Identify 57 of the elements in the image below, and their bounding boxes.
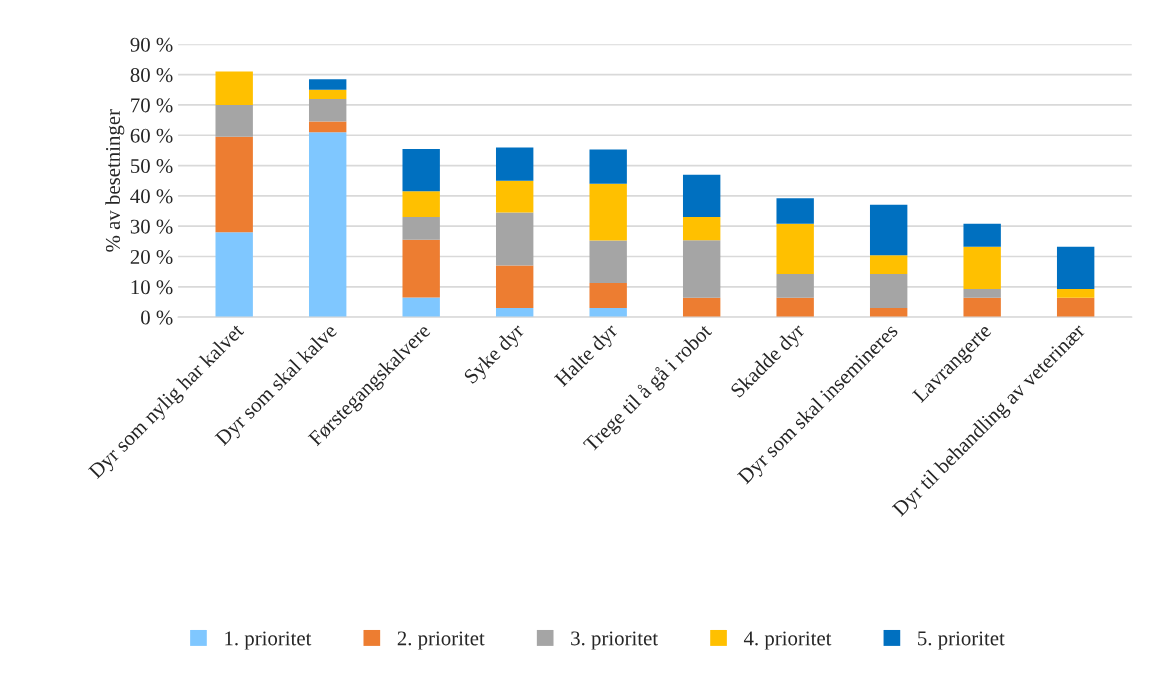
bar [308, 89, 347, 99]
y-tick-label: 20 % [130, 249, 173, 265]
y-tick-label: 80 % [130, 68, 173, 83]
y-tick-label: 60 % [130, 128, 173, 143]
bar [869, 204, 908, 256]
y-tick-label: 50 % [131, 158, 173, 174]
bar [402, 217, 440, 240]
bar [776, 274, 814, 298]
bar [308, 79, 347, 90]
bar [776, 223, 814, 275]
bar [963, 223, 1001, 247]
bar [682, 240, 721, 298]
bar [963, 246, 1001, 289]
bar [308, 98, 347, 122]
y-tick-label: 30 % [130, 219, 173, 234]
bar [963, 297, 1001, 318]
bar [495, 265, 534, 309]
legend-label: 2. prioritet [397, 631, 485, 650]
bar [215, 232, 253, 318]
bar [495, 212, 534, 266]
y-tick-label: 70 % [131, 98, 173, 113]
x-tick-label: Syke dyr [462, 322, 528, 388]
legend-label: 1. prioritet [225, 631, 312, 650]
y-tick-label: 0 % [141, 310, 173, 325]
bar [682, 174, 721, 218]
bar [1056, 288, 1095, 298]
bar [215, 71, 253, 105]
bar [682, 297, 721, 318]
bar [308, 132, 347, 318]
bar [776, 198, 814, 224]
bar [589, 240, 627, 283]
y-axis-title: % av besetninger [105, 109, 125, 252]
bar [402, 297, 440, 318]
bar [215, 104, 253, 137]
bar [308, 121, 347, 133]
bar [869, 274, 908, 309]
bar [495, 147, 534, 181]
legend-label: 3. prioritet [571, 631, 658, 650]
bar [402, 148, 440, 192]
bar [869, 255, 908, 275]
y-tick-label: 90 % [130, 37, 173, 52]
bar [402, 239, 440, 298]
bar [495, 180, 534, 213]
y-tick-label: 40 % [130, 189, 173, 204]
legend-label: 4. prioritet [743, 631, 832, 650]
bar [589, 149, 627, 184]
bar [1056, 246, 1095, 289]
legend-label: 5. prioritet [918, 631, 1005, 650]
bar [682, 217, 721, 241]
bar [1056, 297, 1095, 318]
bar [215, 136, 253, 233]
y-tick-label: 10 % [131, 280, 173, 295]
bar [776, 297, 814, 318]
bar [963, 288, 1001, 298]
bar [589, 282, 627, 309]
bar [402, 191, 440, 218]
bar [589, 183, 627, 241]
